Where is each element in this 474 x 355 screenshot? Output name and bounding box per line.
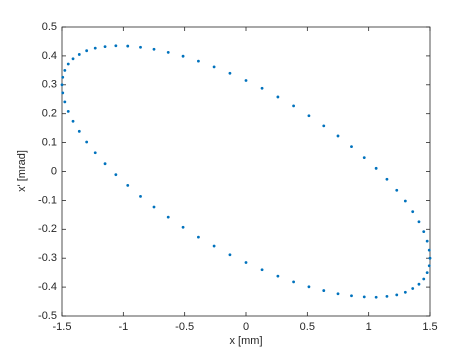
point [181,225,185,229]
point [428,256,432,260]
point [427,264,431,268]
y-tick-label: 0.5 [42,21,57,33]
point [307,285,311,289]
point [276,95,280,99]
point [212,65,216,69]
y-tick-label: 0.3 [42,79,57,91]
point [61,75,65,79]
point [425,271,429,275]
x-axis-label: x [mm] [230,335,263,347]
x-tick-label: 1 [366,321,372,333]
point [425,239,429,243]
point [61,91,65,95]
y-tick-label: 0.1 [42,137,57,149]
point [63,100,67,104]
y-tick-label: -0.4 [38,281,57,293]
x-tick-label: -1.5 [53,321,72,333]
point [336,292,340,296]
point [166,51,170,54]
point [166,215,170,219]
point [403,290,407,294]
y-tick-label: -0.5 [38,310,57,322]
y-tick-label: 0 [51,165,57,177]
point [244,79,248,82]
point [103,45,107,49]
point [422,277,426,281]
point [228,71,232,75]
point [411,210,415,214]
point [103,162,107,166]
y-tick-label: -0.2 [38,223,57,235]
point [395,293,399,297]
point [276,274,280,278]
point [71,119,75,123]
point [66,109,70,113]
point [85,140,89,144]
point [362,295,366,299]
point [307,114,311,118]
point [260,268,264,272]
y-tick-label: -0.3 [38,252,57,264]
x-tick-label: 0.5 [300,321,315,333]
point [114,44,118,48]
point [385,177,389,181]
point [197,235,200,239]
point [374,166,378,170]
point [212,244,216,248]
point [63,68,67,72]
point [427,248,431,252]
x-tick-label: 1.5 [422,321,437,333]
point [260,86,264,90]
point [374,295,378,299]
point [152,205,156,209]
point [292,104,295,108]
x-tick-label: -1 [118,321,128,333]
plot-frame [61,26,431,317]
y-tick-label: 0.4 [42,50,57,62]
point [322,289,326,292]
point [385,294,389,298]
point [417,220,421,224]
point [362,156,366,160]
point [77,53,81,56]
point [228,253,232,257]
point [244,261,248,264]
point [60,83,64,87]
point [403,199,407,203]
point [336,134,340,138]
point [411,287,415,290]
point [417,282,421,286]
point [322,124,326,128]
point [93,46,97,50]
y-axis-label: x' [mrad] [16,150,28,192]
x-tick-label: 0 [243,321,249,333]
point [139,194,142,198]
point [93,151,97,155]
y-tick-label: 0.2 [42,108,57,120]
point [197,59,200,63]
point [77,129,81,133]
point [126,44,130,48]
point [395,188,399,192]
point [422,230,426,234]
point [152,47,156,51]
point [350,294,353,298]
point [126,183,130,187]
point [66,62,70,66]
point [85,49,89,53]
y-tick-label: -0.1 [38,194,57,206]
point [292,280,295,284]
point [139,45,142,49]
point [181,54,185,58]
x-tick-label: -0.5 [175,321,194,333]
point [114,173,118,177]
point [350,145,353,149]
point [71,57,75,61]
